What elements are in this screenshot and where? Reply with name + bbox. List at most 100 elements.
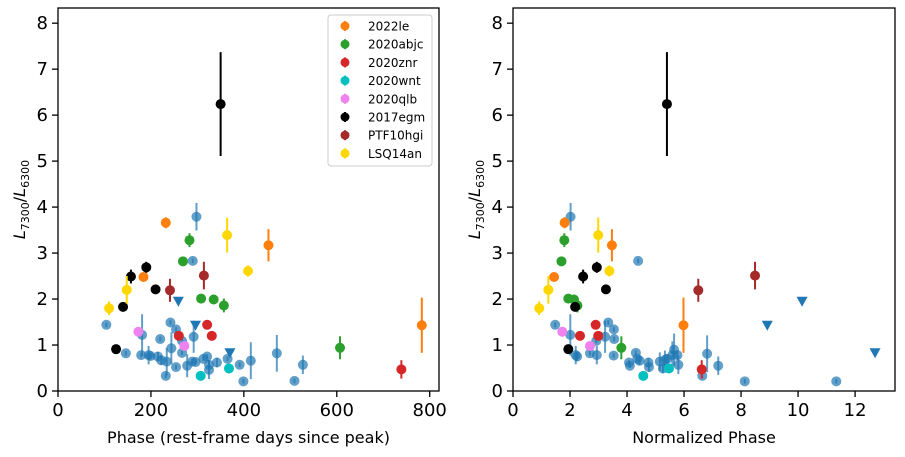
series-LSQ14an [534, 217, 615, 316]
data-point [211, 357, 222, 368]
legend-entry-2020abjc: 2020abjc [340, 38, 423, 52]
y-tick-label: 6 [37, 105, 48, 126]
data-point [559, 235, 570, 246]
series-2020qlb [133, 326, 190, 351]
data-point [550, 319, 561, 330]
legend-label: 2020wnt [368, 74, 421, 88]
data-point [121, 284, 132, 295]
y-tick-label: 3 [37, 243, 48, 264]
series-2020znr [574, 319, 707, 379]
y-tick-label: 0 [37, 381, 48, 402]
data-point [557, 326, 568, 337]
data-point [593, 230, 604, 241]
data-point [190, 357, 201, 368]
legend-entry-2022le: 2022le [340, 20, 409, 34]
y-tick-label: 6 [492, 105, 503, 126]
series-sample [172, 296, 236, 359]
y-tick-label: 1 [37, 335, 48, 356]
data-point [160, 217, 171, 228]
axes-frame [512, 7, 896, 392]
y-tick-label: 4 [37, 197, 48, 218]
data-point [590, 319, 601, 330]
data-point [263, 240, 274, 251]
legend-entry-2020qlb: 2020qlb [340, 92, 417, 106]
legend-label: LSQ14an [368, 147, 422, 161]
y-axis-label-part: L [10, 188, 29, 197]
data-point [335, 342, 346, 353]
legend-entry-LSQ14an: LSQ14an [340, 147, 422, 161]
data-point [702, 348, 713, 359]
data-point [161, 356, 172, 367]
y-axis-label-part: L [465, 230, 484, 239]
data-point [591, 350, 602, 361]
data-point [696, 364, 707, 375]
data-point [223, 363, 234, 374]
data-point [643, 362, 654, 373]
data-point [245, 355, 256, 366]
y-axis-label-part: L [465, 188, 484, 197]
data-point [120, 348, 131, 359]
legend-marker-icon [340, 76, 350, 86]
axes-frame [57, 7, 440, 392]
series-sample [550, 202, 842, 387]
upper-limit-marker [869, 348, 881, 359]
y-tick-label: 5 [492, 151, 503, 172]
data-point [624, 360, 635, 371]
legend-label: PTF10hgi [368, 129, 423, 143]
data-point [204, 364, 215, 375]
data-point [608, 350, 619, 361]
y-axis-label: L7300/L6300 [10, 160, 32, 239]
x-tick-label: 12 [844, 400, 867, 421]
data-point [556, 256, 567, 267]
x-tick-label: 2 [564, 400, 575, 421]
y-axis-label-part: 7300 [19, 202, 32, 230]
series-2017egm [111, 52, 226, 355]
x-tick-label: 8 [735, 400, 746, 421]
series-2020znr [173, 319, 407, 379]
legend-label: 2020znr [368, 56, 417, 70]
upper-limit-marker [761, 320, 773, 331]
data-point [138, 271, 149, 282]
data-point [574, 330, 585, 341]
series-2020wnt [195, 363, 234, 381]
data-point [118, 301, 129, 312]
data-point [396, 364, 407, 375]
data-point [141, 262, 152, 273]
data-point [713, 360, 724, 371]
x-axis-label: Phase (rest-frame days since peak) [107, 428, 390, 447]
data-point [559, 217, 570, 228]
upper-limit-marker [172, 296, 184, 307]
legend-entry-2017egm: 2017egm [340, 111, 425, 125]
data-point [111, 344, 122, 355]
data-point [234, 359, 245, 370]
data-point [271, 348, 282, 359]
data-point [563, 344, 574, 355]
data-point [663, 363, 674, 374]
data-point [693, 285, 704, 296]
y-axis-label-part: / [10, 196, 29, 202]
data-point [543, 284, 554, 295]
series-LSQ14an [104, 217, 254, 316]
y-tick-label: 7 [37, 59, 48, 80]
legend-entry-PTF10hgi: PTF10hgi [340, 129, 423, 143]
x-tick-label: 600 [320, 400, 354, 421]
data-point [145, 351, 156, 362]
data-point [188, 331, 199, 342]
data-point [164, 285, 175, 296]
x-tick-label: 10 [787, 400, 810, 421]
legend-label: 2017egm [368, 111, 425, 125]
x-tick-label: 800 [413, 400, 447, 421]
legend-marker-icon [340, 39, 350, 49]
data-point [739, 376, 750, 387]
data-point [578, 271, 589, 282]
y-tick-label: 8 [492, 13, 503, 34]
left-panel-phase: 0 200 400 600 800 0 1 2 3 4 5 6 7 8 Phase (rest-frame … [10, 7, 447, 447]
data-point [198, 270, 209, 281]
data-point [673, 359, 684, 370]
data-point [202, 319, 213, 330]
data-point [160, 370, 171, 381]
data-point [177, 256, 188, 267]
upper-limit-marker [224, 348, 236, 359]
legend-label: 2022le [368, 20, 409, 34]
